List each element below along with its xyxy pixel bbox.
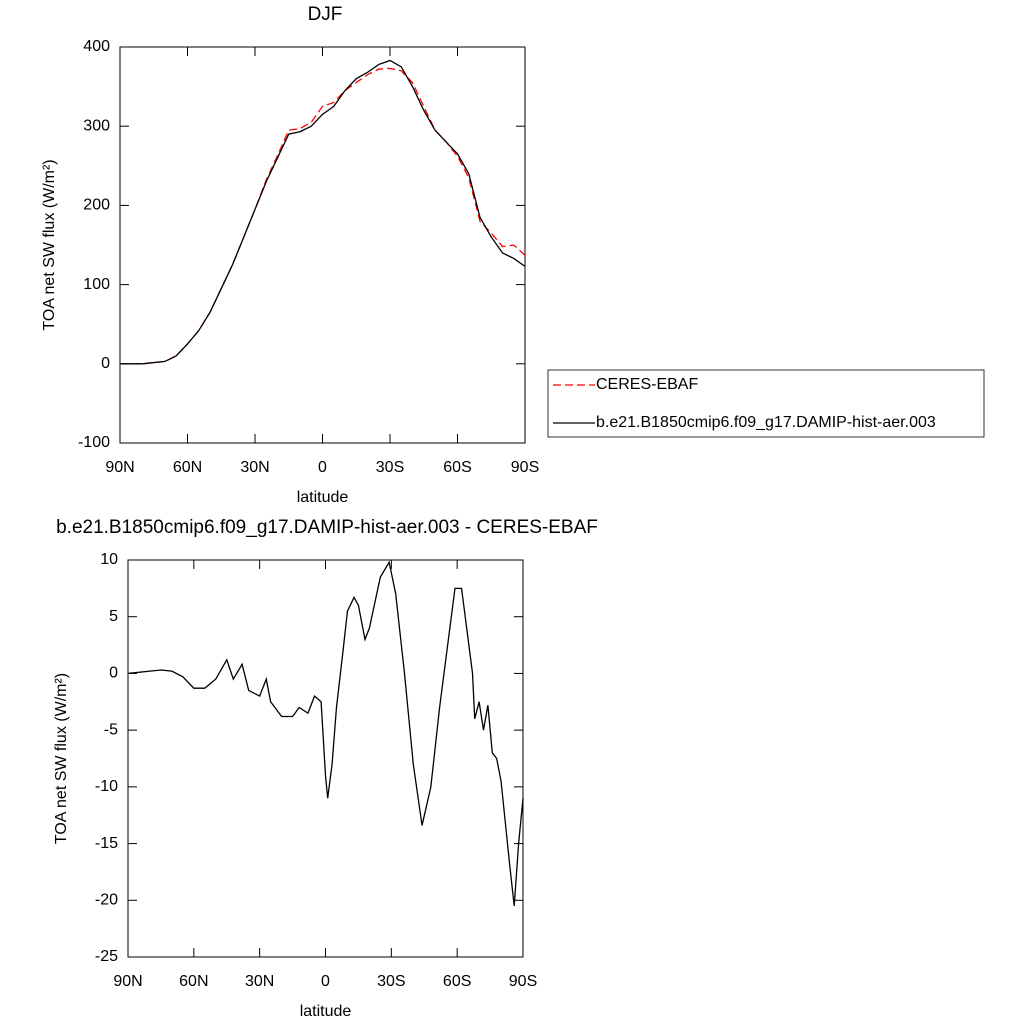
legend-label: CERES-EBAF	[596, 376, 698, 393]
y-axis-label: TOA net SW flux (W/m²)	[53, 673, 70, 844]
x-axis-label: latitude	[300, 1003, 352, 1020]
data-line	[127, 560, 524, 907]
x-tick-label: 0	[321, 973, 330, 990]
y-tick-label: 5	[109, 608, 118, 625]
x-axis-label: latitude	[297, 489, 349, 506]
x-tick-label: 90N	[113, 973, 142, 990]
y-tick-label: -20	[95, 892, 118, 909]
x-tick-label: 30S	[376, 459, 404, 476]
y-tick-label: -25	[95, 948, 118, 965]
chart-title: b.e21.B1850cmip6.f09_g17.DAMIP-hist-aer.…	[56, 517, 598, 538]
y-tick-label: -10	[95, 778, 118, 795]
x-tick-label: 30N	[245, 973, 274, 990]
plot-frame	[127, 559, 524, 958]
x-tick-label: 30S	[377, 973, 405, 990]
y-tick-label: 400	[83, 38, 110, 55]
legend-box	[547, 369, 985, 438]
x-tick-label: 0	[318, 459, 327, 476]
y-tick-label: 0	[109, 665, 118, 682]
x-tick-label: 90S	[511, 459, 539, 476]
y-tick-label: 200	[83, 197, 110, 214]
data-line	[120, 67, 526, 365]
x-tick-label: 30N	[240, 459, 269, 476]
y-tick-label: 100	[83, 276, 110, 293]
x-tick-label: 60N	[179, 973, 208, 990]
x-tick-label: 90S	[509, 973, 537, 990]
x-tick-label: 90N	[105, 459, 134, 476]
y-tick-label: -5	[104, 721, 118, 738]
data-line	[120, 59, 526, 365]
y-tick-label: 0	[101, 355, 110, 372]
y-tick-label: 10	[100, 551, 118, 568]
chart-title: DJF	[308, 4, 343, 25]
y-tick-label: -100	[78, 434, 110, 451]
y-tick-label: 300	[83, 117, 110, 134]
x-tick-label: 60S	[443, 459, 471, 476]
y-tick-label: -15	[95, 835, 118, 852]
x-tick-label: 60N	[173, 459, 202, 476]
x-tick-label: 60S	[443, 973, 471, 990]
y-axis-label: TOA net SW flux (W/m²)	[41, 159, 58, 330]
legend-label: b.e21.B1850cmip6.f09_g17.DAMIP-hist-aer.…	[596, 414, 936, 431]
